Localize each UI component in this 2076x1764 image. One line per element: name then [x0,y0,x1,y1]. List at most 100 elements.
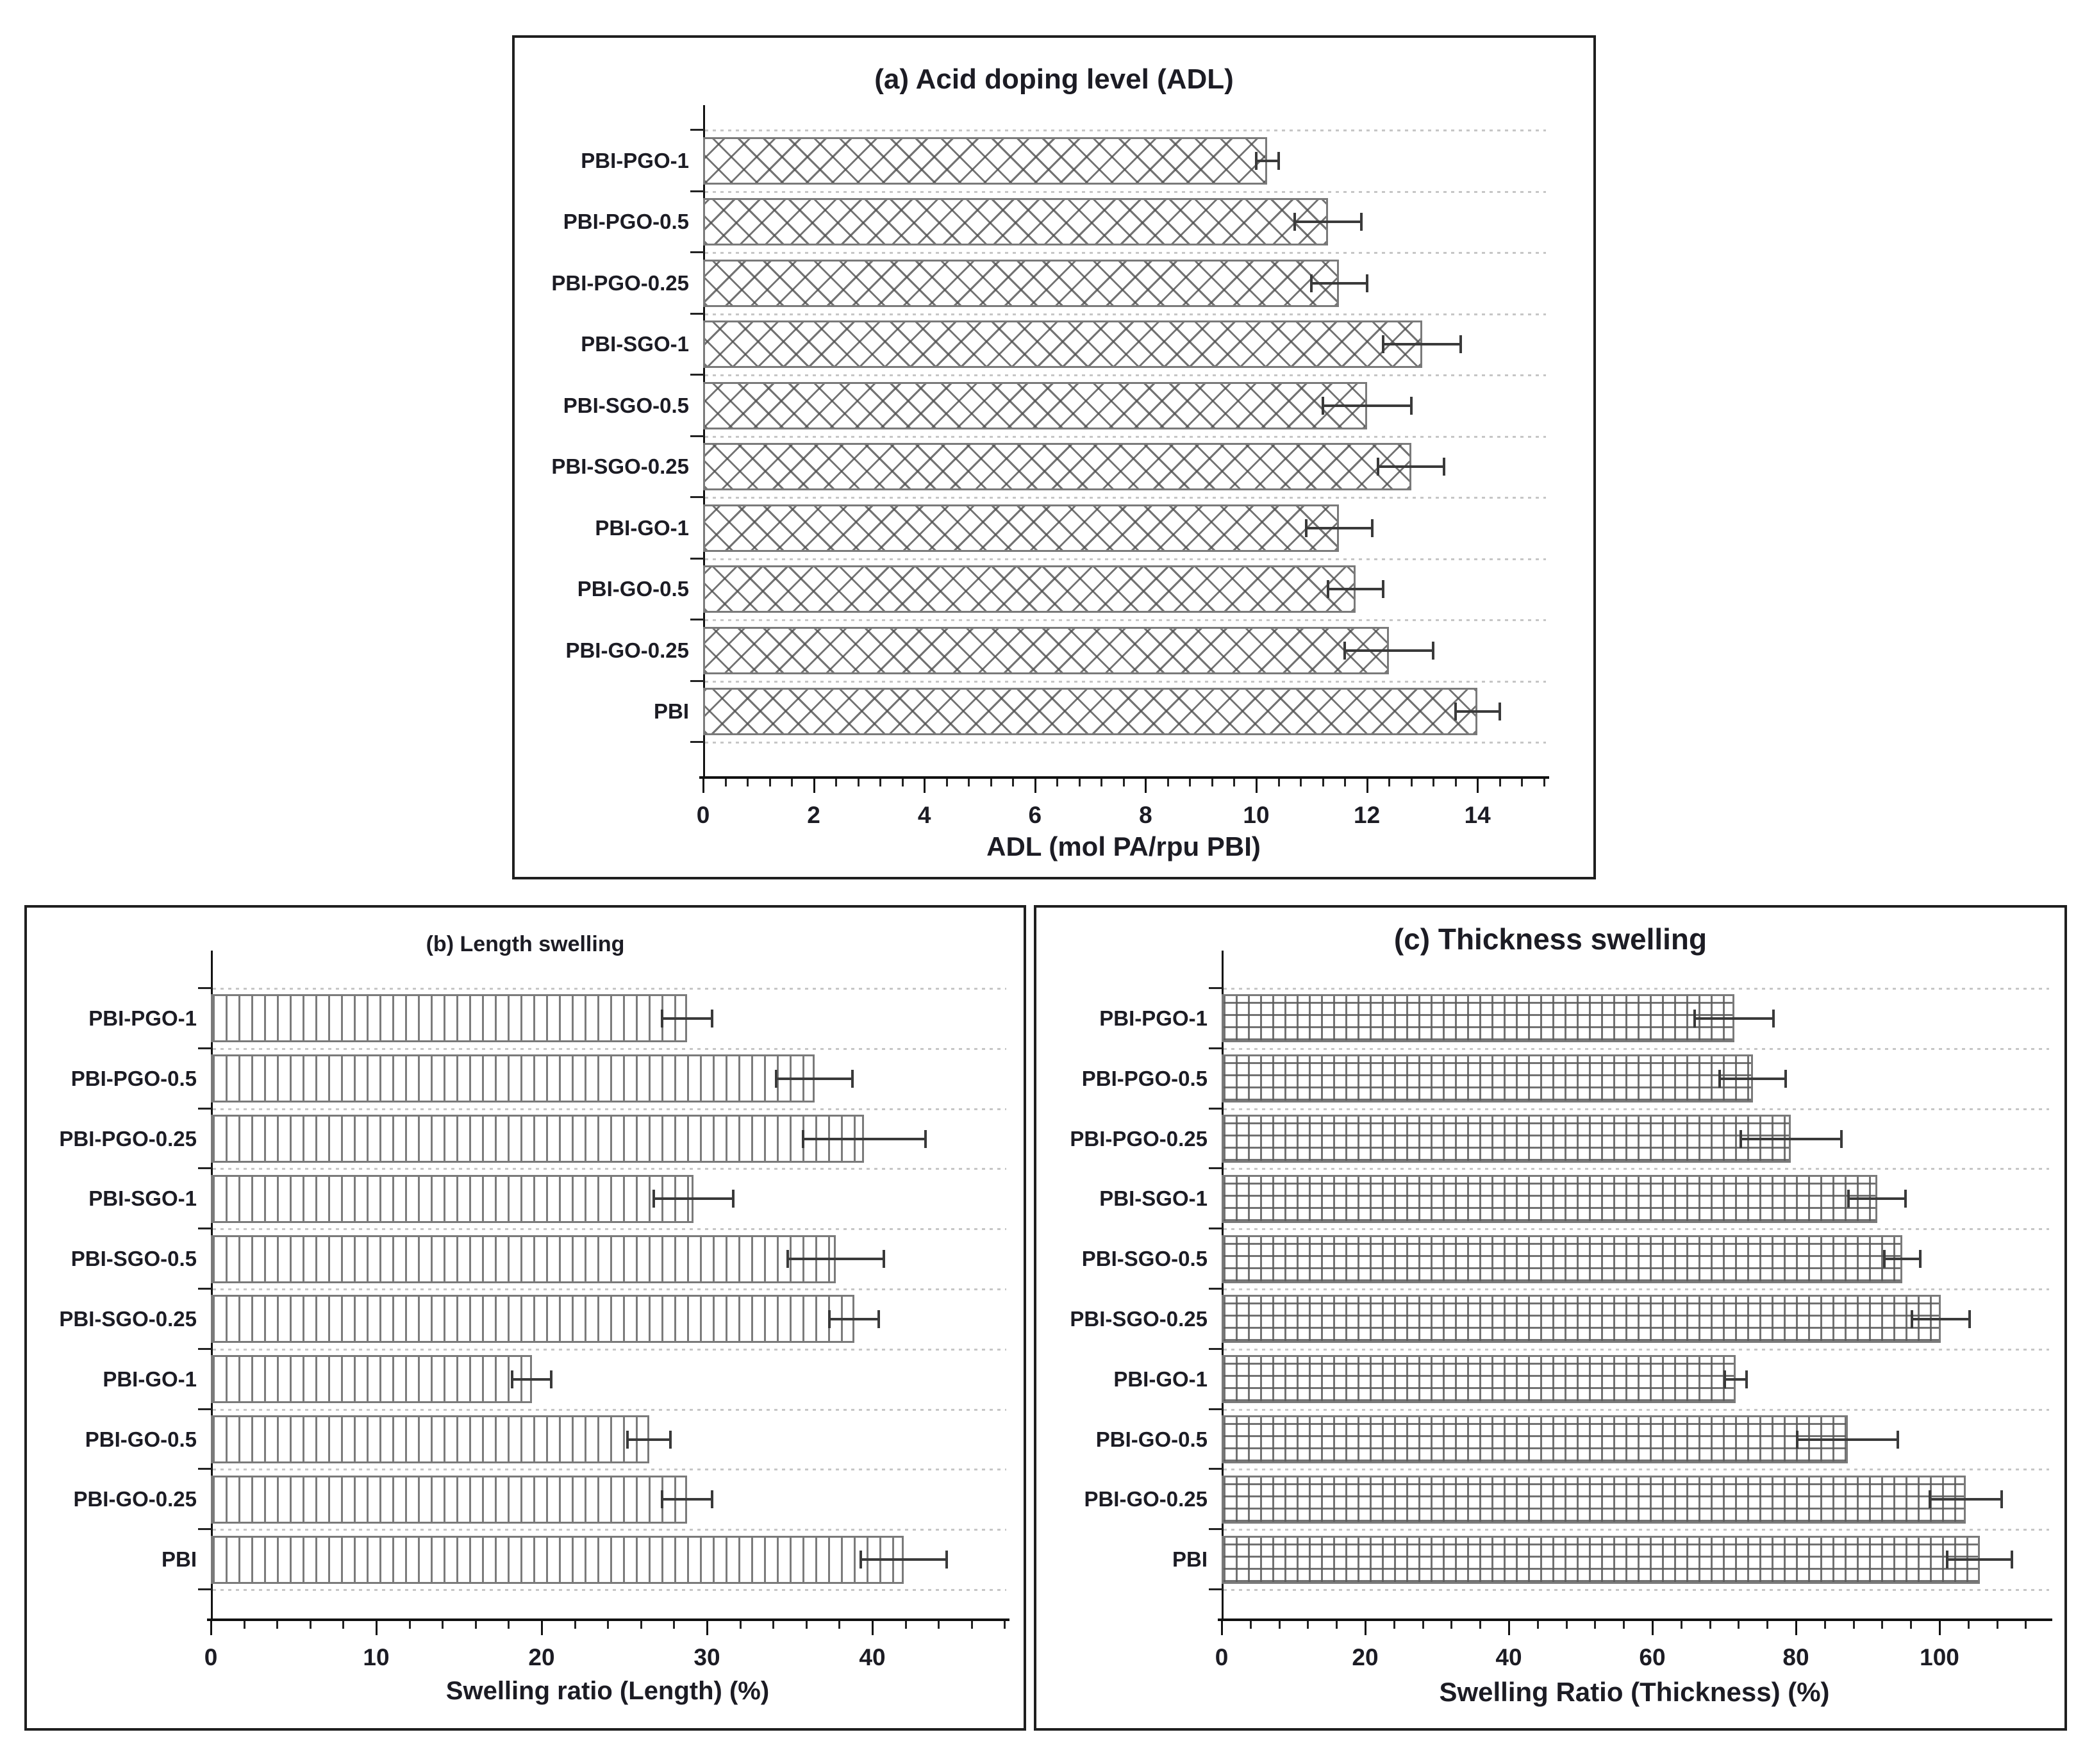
error-bar-cap-right [1784,1069,1788,1088]
category-gridline [213,988,1007,990]
x-tick-minor [474,1621,477,1629]
y-tick [690,557,704,560]
error-bar-PBI-SGO-1 [1383,343,1461,346]
category-gridline [213,1108,1007,1110]
bar-PBI-SGO-1 [703,320,1422,369]
error-bar-PBI [860,1558,947,1561]
bar-PBI-SGO-1 [211,1174,694,1223]
category-gridline [213,1168,1007,1170]
category-gridline [213,1047,1007,1050]
category-label-PBI-GO-1: PBI-GO-1 [103,1367,197,1391]
error-bar-cap-right [1365,274,1368,292]
x-tick-major [376,1621,378,1635]
x-tick-minor [1211,779,1213,786]
x-tick-minor [990,779,992,786]
x-tick-minor [1499,779,1501,786]
x-tick-minor [791,779,793,786]
x-tick-minor [640,1621,642,1629]
error-bar-cap-right [1745,1370,1748,1388]
category-gridline [705,558,1546,560]
x-tick-label: 60 [1639,1644,1666,1670]
category-label-PBI-GO-0.5: PBI-GO-0.5 [577,577,689,601]
bar-PBI-SGO-1 [1222,1174,1877,1223]
x-axis-label-b: Swelling ratio (Length) (%) [445,1677,770,1705]
x-tick-major [924,779,926,793]
x-axis [207,1618,1010,1621]
bar-PBI-SGO-0.5 [1222,1235,1902,1283]
x-tick-minor [607,1621,610,1629]
y-tick [198,1167,212,1170]
x-tick-minor [835,779,838,786]
error-bar-cap-right [1498,703,1501,721]
y-tick [1209,1167,1223,1170]
bar-PBI-PGO-1 [1222,994,1734,1043]
category-gridline [1224,1228,2049,1231]
error-bar-cap-right [1409,396,1413,415]
category-label-PBI-PGO-0.5: PBI-PGO-0.5 [71,1066,197,1090]
category-label-PBI-GO-0.5: PBI-GO-0.5 [85,1427,197,1451]
bar-PBI-PGO-0.5 [703,198,1329,246]
x-tick-minor [1432,779,1435,786]
error-bar-cap-right [1277,151,1280,170]
category-gridline [705,313,1546,315]
panel-acid-doping-level: (a) Acid doping level (ADL) 0 2 4 6 8 10 12 14 P… [512,35,1596,879]
error-bar-PBI-SGO-1 [654,1197,734,1201]
x-tick-major [1221,1621,1223,1635]
category-label-PBI: PBI [1172,1547,1208,1572]
x-tick-label: 4 [917,802,931,828]
y-tick [1209,1047,1223,1049]
bar-PBI-GO-0.5 [703,565,1356,613]
error-bar-cap-left [786,1250,790,1269]
x-axis-label-c: Swelling Ratio (Thickness) (%) [1439,1677,1830,1707]
x-tick-minor [1410,779,1413,786]
x-tick-label: 100 [1920,1644,1959,1670]
x-tick-minor [1450,1621,1453,1629]
chart-title-c: (c) Thickness swelling [1393,922,1707,956]
x-axis-label-a: ADL (mol PA/rpu PBI) [986,831,1261,861]
bar-PBI-PGO-0.5 [1222,1054,1753,1103]
error-bar-cap-right [1904,1190,1907,1208]
x-tick-minor [1233,779,1236,786]
y-tick [1209,987,1223,989]
x-tick-minor [1388,779,1391,786]
y-tick [198,1047,212,1049]
error-bar-cap-left [859,1551,862,1569]
x-tick-minor [772,1621,775,1629]
category-label-PBI-SGO-0.5: PBI-SGO-0.5 [1081,1247,1208,1271]
x-tick-label: 40 [859,1644,886,1670]
y-tick [198,1408,212,1410]
panel-thickness-swelling: (c) Thickness swelling 0 20 40 60 80 100 PBI-P… [1034,905,2067,1731]
y-tick [198,1227,212,1230]
category-label-PBI-SGO-1: PBI-SGO-1 [88,1186,197,1211]
error-bar-PBI-PGO-0.5 [1295,220,1361,224]
x-tick-major [813,779,815,793]
x-tick-label: 0 [1215,1644,1229,1670]
error-bar-cap-left [1343,641,1347,660]
bar-PBI-PGO-1 [211,994,688,1043]
x-axis [1218,1618,2052,1621]
x-tick-major [1365,1621,1366,1635]
error-bar-PBI-GO-0.5 [627,1438,671,1441]
x-tick-minor [1680,1621,1682,1629]
x-tick-minor [1277,779,1280,786]
category-label-PBI-SGO-1: PBI-SGO-1 [1099,1186,1208,1211]
category-label-PBI-PGO-0.5: PBI-PGO-0.5 [563,210,689,234]
error-bar-PBI-PGO-0.25 [1740,1137,1841,1140]
error-bar-cap-left [1454,703,1457,721]
error-bar-cap-left [1796,1430,1799,1449]
category-label-PBI-SGO-0.5: PBI-SGO-0.5 [563,393,689,417]
category-gridline [213,1288,1007,1290]
bar-PBI-PGO-0.25 [211,1114,865,1163]
bar-PBI-GO-1 [703,504,1340,552]
error-bar-cap-left [801,1129,804,1148]
x-tick-minor [276,1621,279,1629]
error-bar-cap-right [851,1069,854,1088]
error-bar-cap-left [827,1310,831,1328]
error-bar-PBI-PGO-1 [662,1017,712,1020]
panel-length-swelling: (b) Length swelling 0 10 20 30 40 PBI-PGO-1 PB… [24,905,1026,1731]
x-tick-major [1034,779,1036,793]
x-tick-major [1652,1621,1654,1635]
chart-title-a: (a) Acid doping level (ADL) [874,63,1234,95]
y-tick [690,374,704,376]
error-bar-cap-right [710,1009,713,1028]
